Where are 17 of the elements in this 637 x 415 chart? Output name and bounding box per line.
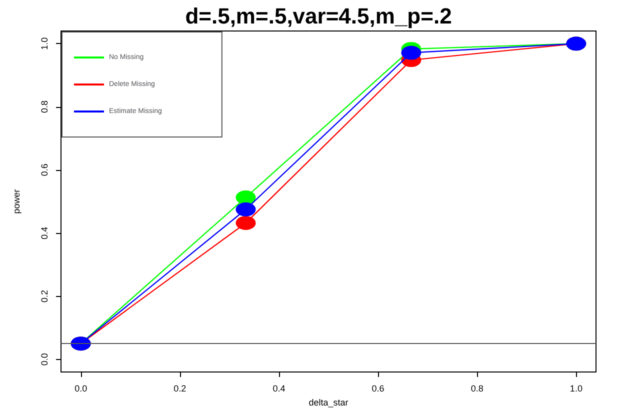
x-axis-title: delta_star xyxy=(308,397,348,408)
y-tick-label: 0.0 xyxy=(40,353,50,366)
point xyxy=(236,202,256,216)
point xyxy=(236,190,256,204)
y-tick-label: 1.0 xyxy=(40,37,50,50)
x-tick-label: 1.0 xyxy=(570,384,582,394)
x-tick-label: 0.2 xyxy=(174,384,186,394)
x-tick-label: 0.0 xyxy=(74,384,88,394)
x-tick-label: 0.8 xyxy=(470,384,484,394)
x-tick-label: 0.6 xyxy=(372,384,384,394)
y-tick-label: 0.4 xyxy=(40,226,50,240)
y-tick-label: 0.8 xyxy=(40,100,50,114)
y-tick-label: 0.2 xyxy=(40,290,50,302)
chart-title: d=.5,m=.5,var=4.5,m_p=.2 xyxy=(185,4,452,28)
y-axis-title: power xyxy=(12,189,22,214)
y-tick-label: 0.6 xyxy=(40,164,50,176)
x-tick-label: 0.4 xyxy=(272,384,286,394)
